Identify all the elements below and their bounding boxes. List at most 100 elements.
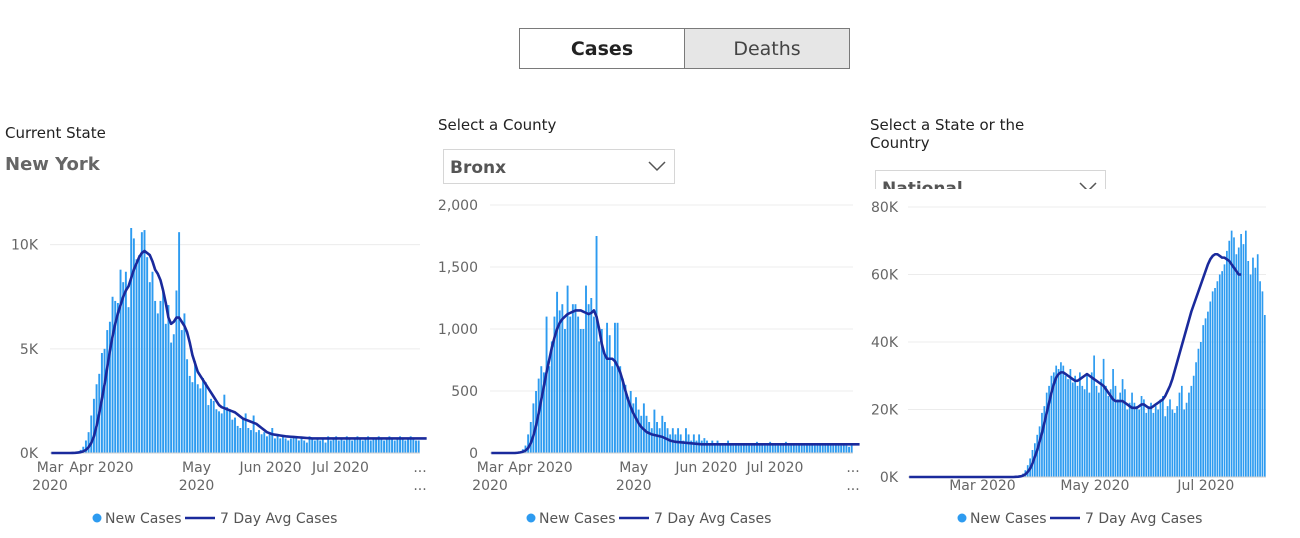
new-cases-bar	[542, 372, 545, 453]
new-cases-bar	[236, 425, 239, 453]
x-tick-label: Mar 2020	[949, 478, 1016, 494]
new-cases-bar	[1076, 385, 1079, 478]
deaths-toggle-button[interactable]: Deaths	[684, 29, 849, 68]
x-tick-label: May 2020	[179, 460, 215, 494]
x-tick-label: May 2020	[616, 460, 652, 494]
new-cases-bar	[690, 440, 693, 453]
new-cases-bar	[1126, 409, 1129, 477]
x-tick-label: Mar 2020	[32, 460, 68, 494]
new-cases-bar	[1079, 372, 1081, 478]
new-cases-bar	[800, 443, 803, 453]
new-cases-bar	[167, 305, 170, 453]
new-cases-bar	[1090, 372, 1093, 478]
new-cases-bar	[832, 445, 835, 453]
county-dropdown[interactable]: Bronx	[443, 149, 675, 184]
new-cases-bar	[685, 428, 687, 453]
new-cases-bar	[792, 443, 795, 453]
x-tick-label: Jun 2020	[239, 460, 302, 476]
new-cases-bar	[356, 436, 359, 453]
new-cases-bar	[716, 440, 719, 453]
new-cases-bar	[1199, 342, 1202, 477]
y-tick-label: 0K	[880, 470, 899, 486]
new-cases-bar	[848, 446, 850, 453]
new-cases-bar	[808, 443, 811, 453]
country-dropdown[interactable]: National	[875, 170, 1106, 189]
new-cases-bar	[700, 440, 703, 453]
new-cases-bar	[268, 434, 271, 453]
new-cases-bar	[252, 415, 255, 453]
new-cases-bar	[842, 444, 845, 453]
new-cases-bar	[1150, 402, 1152, 477]
new-cases-bar	[327, 436, 330, 453]
new-cases-bar	[713, 443, 716, 453]
x-tick-label-line2: 2020	[616, 478, 652, 494]
new-cases-bar	[727, 440, 729, 453]
new-cases-bar	[244, 413, 247, 453]
cases-toggle-button[interactable]: Cases	[520, 29, 684, 68]
x-tick-label-line2: ...	[846, 478, 859, 494]
new-cases-bar	[1263, 315, 1266, 477]
chart-legend: New Cases 7 Day Avg Cases	[526, 511, 771, 527]
seven-day-avg-line	[491, 309, 860, 455]
new-cases-bar	[598, 341, 601, 453]
new-cases-bar	[761, 444, 764, 453]
new-cases-bar	[1256, 254, 1259, 477]
new-cases-bar	[170, 342, 173, 453]
new-cases-bar	[231, 419, 234, 453]
new-cases-bar	[1209, 301, 1212, 477]
new-cases-bar	[172, 334, 175, 453]
new-cases-bar	[234, 417, 236, 453]
new-cases-bar	[194, 361, 197, 453]
new-cases-bar	[369, 440, 372, 453]
new-cases-bar	[1116, 399, 1119, 478]
new-cases-bar	[1207, 311, 1209, 478]
new-cases-bar	[587, 304, 590, 453]
new-cases-bar	[782, 443, 785, 453]
new-cases-bar	[532, 403, 535, 453]
new-cases-bar	[164, 323, 167, 453]
new-cases-bar	[1169, 399, 1171, 478]
y-tick-label: 1,500	[438, 260, 478, 276]
seven-day-avg-line	[909, 252, 1242, 479]
new-cases-bar	[311, 438, 314, 453]
new-cases-bar	[621, 378, 624, 453]
new-cases-bar	[1185, 402, 1188, 477]
new-cases-bar	[1055, 365, 1058, 478]
new-cases-bar	[845, 445, 848, 453]
new-cases-bar	[582, 329, 585, 453]
new-cases-bar	[281, 436, 284, 453]
new-cases-bar	[577, 316, 580, 453]
new-cases-bar	[95, 384, 98, 453]
new-cases-bar	[1202, 325, 1205, 478]
x-tick-label: Mar 2020	[472, 460, 508, 494]
new-cases-bar	[819, 443, 822, 453]
new-cases-bar	[616, 322, 619, 453]
new-cases-bar	[385, 438, 388, 453]
new-cases-bar	[556, 291, 559, 453]
new-cases-bar	[708, 443, 711, 453]
new-cases-bar	[784, 441, 787, 453]
new-cases-bar	[377, 436, 380, 453]
new-cases-bar	[650, 428, 653, 453]
new-cases-legend-dot	[92, 513, 102, 523]
new-cases-bar	[1173, 412, 1176, 478]
x-tick-label: May 2020	[1060, 478, 1129, 494]
new-cases-bar	[204, 382, 207, 453]
y-tick-label: 20K	[871, 403, 899, 419]
new-cases-bar	[116, 303, 119, 453]
new-cases-bar	[316, 438, 319, 453]
y-tick-label: 500	[451, 384, 478, 400]
new-cases-bar	[242, 419, 244, 453]
new-cases-bar	[1214, 288, 1216, 477]
new-cases-bar	[753, 444, 756, 453]
new-cases-bar	[1074, 375, 1076, 477]
new-cases-bar	[745, 444, 748, 453]
new-cases-bar	[151, 271, 154, 453]
new-cases-bar	[287, 440, 290, 453]
new-cases-bar	[1183, 409, 1186, 477]
new-cases-bar	[223, 394, 226, 453]
new-cases-bar	[669, 434, 672, 453]
select-state-or-country-label: Select a State or the Country	[870, 116, 1024, 152]
new-cases-bar	[1095, 385, 1098, 478]
